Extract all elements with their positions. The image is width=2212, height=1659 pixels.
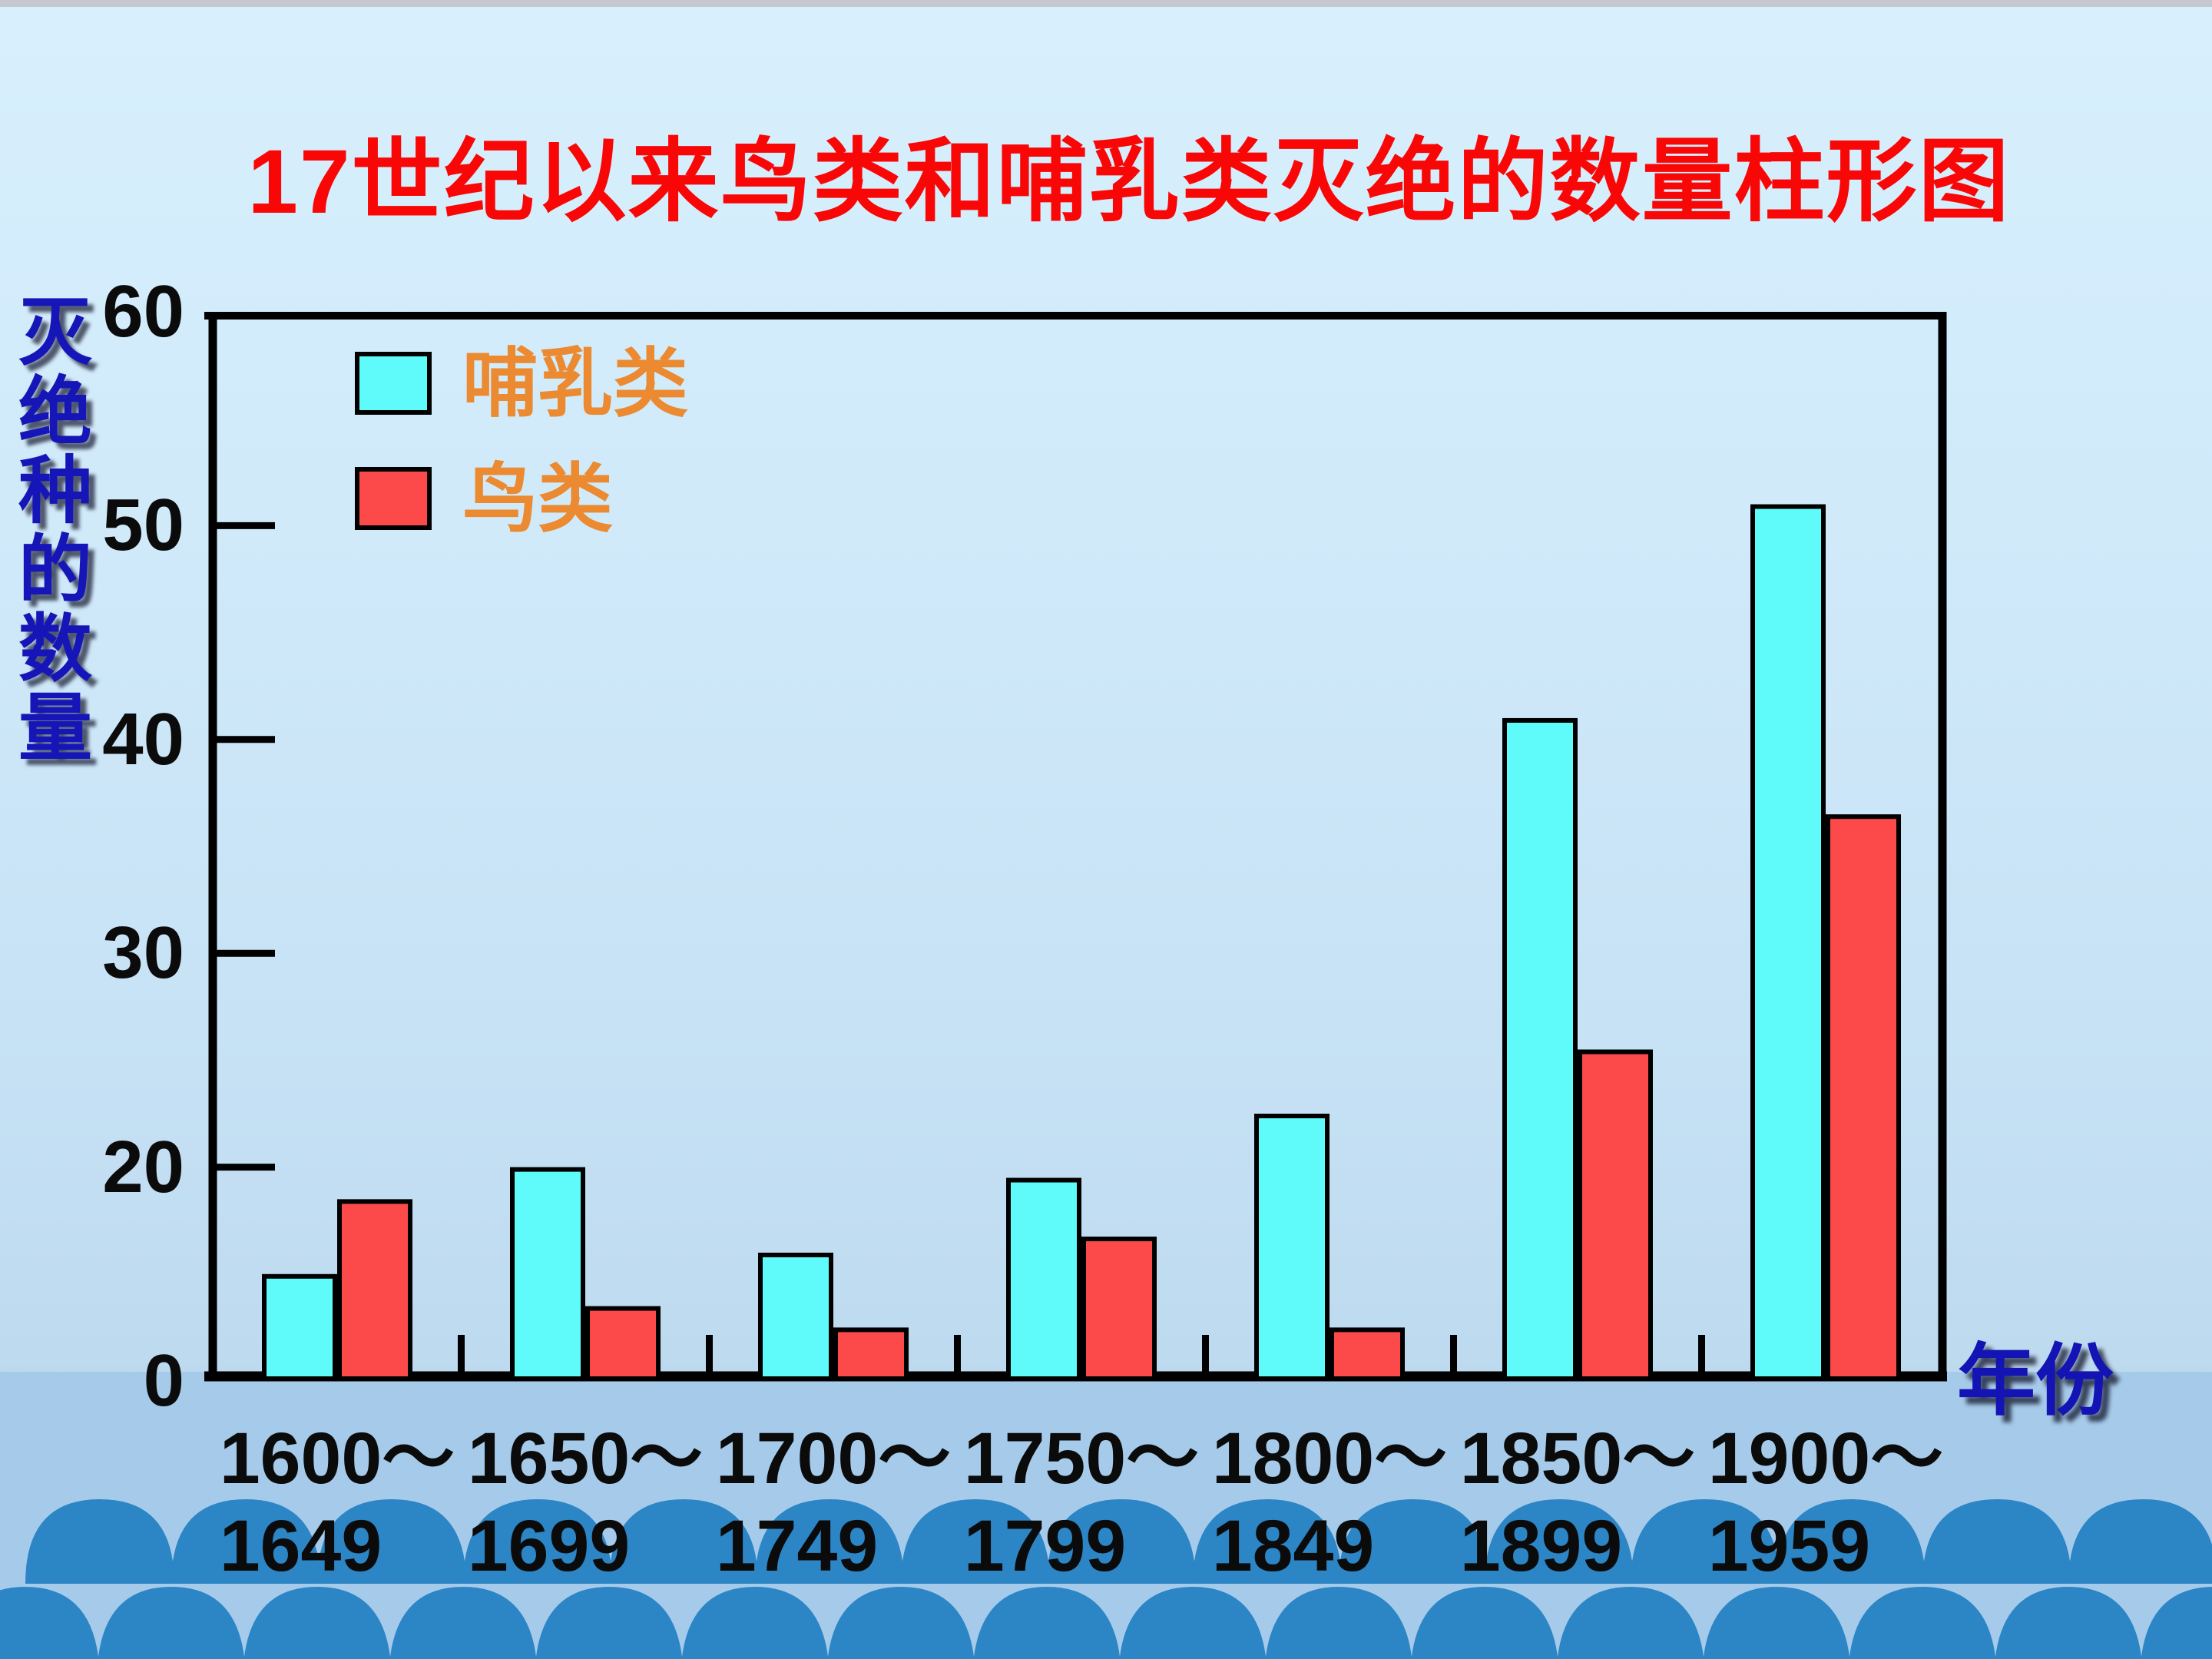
wave-dome [1703,1587,1850,1659]
wave-dome [827,1587,975,1659]
x-label-line1: 1800～ [1211,1418,1448,1499]
wave-dome [25,1499,174,1584]
x-label-line1: 1600～ [219,1418,455,1499]
x-label-line2: 1749 [715,1505,879,1587]
x-label-line2: 1799 [963,1505,1127,1587]
legend: 哺乳类鸟类 [355,346,688,576]
x-category-label-1900～1959: 1900～ 1959 [1708,1415,1943,1590]
wave-dome [171,1499,320,1584]
x-label-line1: 1700～ [715,1418,952,1499]
wave-dome [609,1499,758,1584]
bar-哺乳类-1600～1649 [262,1273,337,1382]
x-category-label-1800～1849: 1800～ 1849 [1212,1415,1447,1590]
wave-dome [1557,1587,1704,1659]
x-category-label-1650～1699: 1650～ 1699 [468,1415,703,1590]
bar-哺乳类-1750～1799 [1006,1177,1081,1382]
bar-鸟类-1900～1959 [1826,814,1901,1381]
x-label-line2: 1649 [219,1505,382,1587]
chart-title: 17世纪以来鸟类和哺乳类灭绝的数量柱形图 [247,131,2011,233]
x-category-label-1700～1749: 1700～ 1749 [716,1415,951,1590]
wave-dome [1849,1587,1996,1659]
wave-dome [1047,1499,1196,1584]
wave-dome [535,1587,683,1659]
wave-dome [973,1587,1121,1659]
y-tick-label-60: 60 [102,270,184,353]
wave-dome [901,1499,1050,1584]
legend-item-哺乳类: 哺乳类 [355,346,688,421]
bar-鸟类-1800～1849 [1330,1327,1405,1382]
x-axis-title: 年份 [1957,1337,2114,1425]
legend-swatch-birds [355,467,432,530]
bar-鸟类-1600～1649 [337,1199,412,1381]
x-label-line1: 1900～ [1707,1418,1944,1499]
wave-dome [243,1587,391,1659]
x-category-label-1850～1899: 1850～ 1899 [1460,1415,1695,1590]
y-axis-title-char: 种 [18,450,92,532]
wave-dome [1339,1499,1488,1584]
bar-哺乳类-1800～1849 [1254,1114,1330,1381]
x-label-line1: 1850～ [1459,1418,1696,1499]
wave-dome [1193,1499,1342,1584]
bar-鸟类-1650～1699 [585,1306,661,1382]
legend-label: 哺乳类 [462,341,689,426]
legend-item-鸟类: 鸟类 [355,461,688,536]
wave-dome [389,1587,537,1659]
y-axis-title-char: 数 [18,608,92,690]
legend-label: 鸟类 [462,456,614,541]
y-tick-label-30: 30 [102,912,184,995]
y-axis-title-char: 的 [18,529,92,611]
y-axis-title-char: 灭 [18,292,92,374]
x-label-line2: 1849 [1211,1505,1375,1587]
wave-row-upper [25,1499,2212,1584]
bar-哺乳类-1700～1749 [758,1252,833,1381]
wave-dome [463,1499,612,1584]
x-label-line1: 1750～ [963,1418,1200,1499]
wave-dome [317,1499,466,1584]
wave-row-lower [0,1587,2212,1659]
wave-dome [1995,1587,2142,1659]
y-tick-label-40: 40 [102,697,184,780]
window-top-edge [0,0,2212,7]
wave-dome [2141,1587,2212,1659]
wave-dome [1777,1499,1926,1584]
x-category-label-1750～1799: 1750～ 1799 [964,1415,1199,1590]
x-label-line1: 1650～ [467,1418,704,1499]
wave-dome [0,1587,99,1659]
bar-哺乳类-1900～1959 [1750,504,1826,1381]
x-label-line2: 1959 [1707,1505,1871,1587]
bar-鸟类-1700～1749 [833,1327,909,1382]
wave-dome [1411,1587,1558,1659]
wave-dome [2068,1499,2212,1584]
y-tick-label-0: 0 [143,1339,184,1422]
bar-哺乳类-1850～1899 [1502,717,1578,1381]
y-axis-title: 灭绝种的数量 [15,293,95,768]
wave-dome [681,1587,829,1659]
wave-dome [1922,1499,2071,1584]
y-tick-label-50: 50 [102,484,184,567]
bar-鸟类-1750～1799 [1081,1237,1157,1381]
x-label-line2: 1699 [467,1505,631,1587]
bar-鸟类-1850～1899 [1578,1049,1653,1381]
y-axis-title-char: 绝 [18,371,92,453]
y-axis-title-char: 量 [18,687,92,770]
wave-dome [755,1499,904,1584]
wave-dome [1631,1499,1780,1584]
wave-dome [1119,1587,1267,1659]
legend-swatch-mammals [355,352,432,415]
wave-dome [98,1587,245,1659]
x-label-line2: 1899 [1459,1505,1623,1587]
x-category-label-1600～1649: 1600～ 1649 [220,1415,455,1590]
bar-哺乳类-1650～1699 [510,1167,585,1381]
wave-dome [1265,1587,1412,1659]
wave-dome [1485,1499,1634,1584]
y-tick-label-20: 20 [102,1125,184,1208]
